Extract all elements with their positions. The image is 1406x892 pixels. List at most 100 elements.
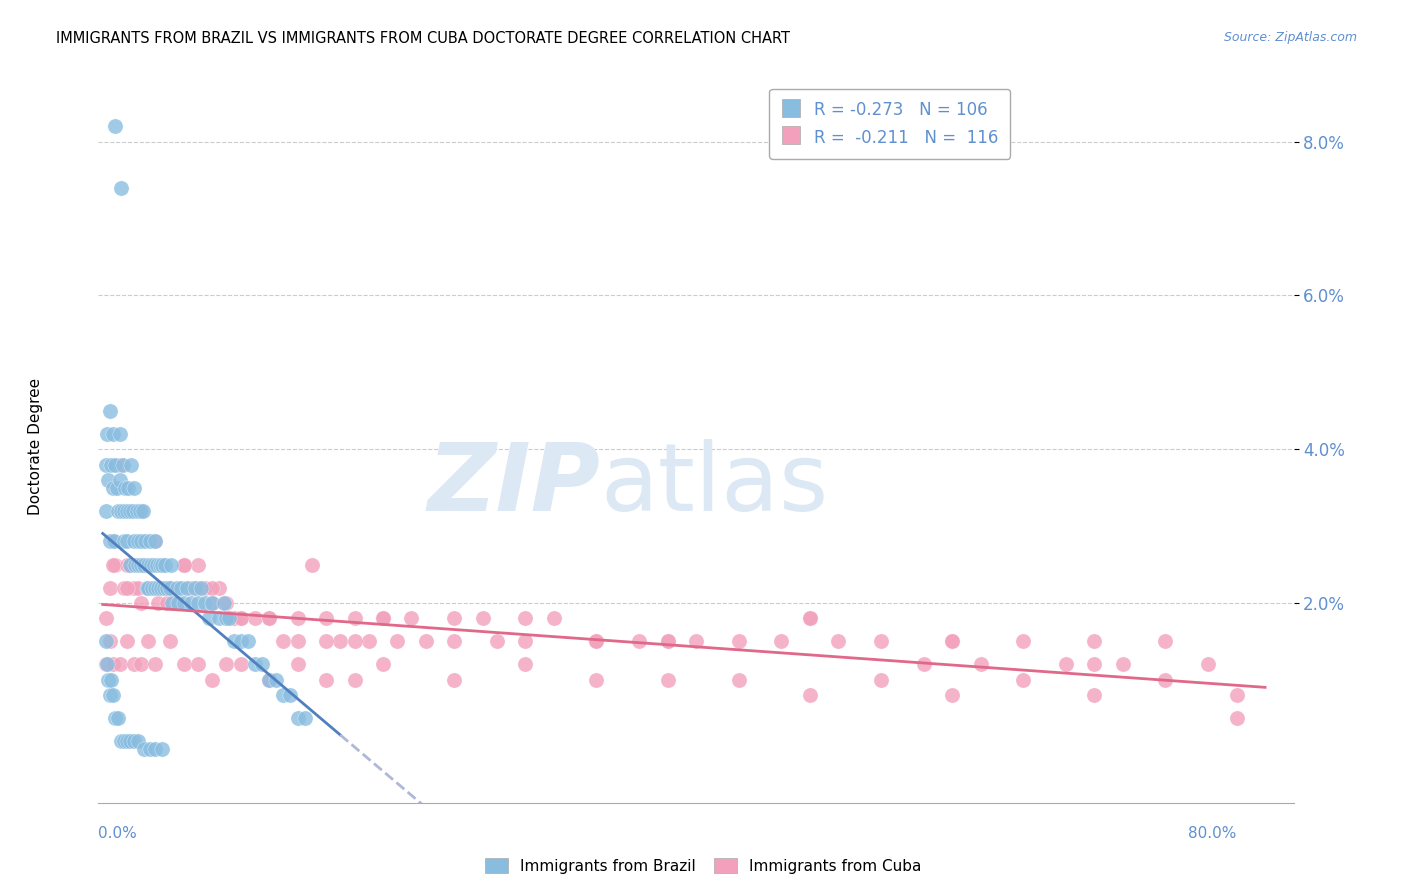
Point	[167, 596, 190, 610]
Point	[118, 558, 141, 572]
Point	[222, 634, 245, 648]
Point	[250, 657, 273, 672]
Point	[173, 558, 195, 572]
Point	[129, 596, 152, 610]
Point	[124, 558, 146, 572]
Point	[94, 611, 117, 625]
Point	[149, 558, 172, 572]
Point	[129, 558, 152, 572]
Point	[143, 534, 166, 549]
Point	[1154, 673, 1177, 687]
Point	[194, 596, 217, 610]
Point	[101, 657, 124, 672]
Point	[870, 634, 893, 648]
Point	[941, 634, 963, 648]
Point	[208, 611, 231, 625]
Point	[287, 657, 309, 672]
Point	[170, 581, 193, 595]
Point	[94, 458, 117, 472]
Text: ZIP: ZIP	[427, 439, 600, 531]
Point	[1226, 688, 1249, 702]
Point	[143, 534, 166, 549]
Point	[153, 581, 176, 595]
Point	[770, 634, 793, 648]
Point	[94, 657, 117, 672]
Point	[166, 581, 188, 595]
Point	[657, 673, 679, 687]
Point	[98, 534, 121, 549]
Point	[543, 611, 565, 625]
Point	[385, 634, 409, 648]
Point	[315, 634, 337, 648]
Point	[118, 504, 141, 518]
Point	[108, 426, 131, 441]
Point	[132, 742, 155, 756]
Point	[129, 534, 152, 549]
Point	[585, 634, 607, 648]
Text: Source: ZipAtlas.com: Source: ZipAtlas.com	[1223, 31, 1357, 45]
Point	[152, 581, 174, 595]
Point	[287, 611, 309, 625]
Point	[1083, 657, 1105, 672]
Point	[301, 558, 323, 572]
Point	[280, 688, 302, 702]
Point	[120, 458, 142, 472]
Point	[108, 657, 131, 672]
Point	[243, 657, 266, 672]
Point	[112, 734, 135, 748]
Point	[1012, 634, 1035, 648]
Point	[343, 634, 366, 648]
Point	[229, 634, 252, 648]
Text: Doctorate Degree: Doctorate Degree	[28, 377, 42, 515]
Point	[110, 504, 132, 518]
Point	[222, 611, 245, 625]
Point	[187, 657, 209, 672]
Point	[131, 504, 153, 518]
Point	[515, 634, 537, 648]
Point	[273, 634, 295, 648]
Point	[159, 581, 181, 595]
Point	[152, 558, 174, 572]
Point	[264, 673, 287, 687]
Point	[1083, 634, 1105, 648]
Text: 80.0%: 80.0%	[1188, 826, 1237, 841]
Point	[443, 611, 465, 625]
Point	[112, 504, 135, 518]
Point	[201, 581, 224, 595]
Point	[108, 458, 131, 472]
Point	[141, 558, 163, 572]
Point	[215, 657, 238, 672]
Point	[143, 657, 166, 672]
Point	[111, 458, 134, 472]
Point	[329, 634, 352, 648]
Point	[101, 558, 124, 572]
Point	[194, 581, 217, 595]
Point	[198, 611, 221, 625]
Point	[294, 711, 316, 725]
Point	[799, 688, 821, 702]
Point	[148, 581, 170, 595]
Point	[1112, 657, 1135, 672]
Point	[257, 611, 280, 625]
Point	[94, 634, 117, 648]
Point	[127, 734, 149, 748]
Point	[585, 634, 607, 648]
Point	[173, 657, 195, 672]
Point	[799, 611, 821, 625]
Point	[187, 581, 209, 595]
Point	[101, 534, 124, 549]
Point	[148, 596, 170, 610]
Point	[485, 634, 508, 648]
Point	[138, 742, 160, 756]
Point	[127, 581, 149, 595]
Legend: Immigrants from Brazil, Immigrants from Cuba: Immigrants from Brazil, Immigrants from …	[478, 852, 928, 880]
Text: 0.0%: 0.0%	[98, 826, 138, 841]
Point	[98, 404, 121, 418]
Point	[104, 711, 127, 725]
Point	[727, 634, 749, 648]
Point	[443, 634, 465, 648]
Point	[208, 581, 231, 595]
Point	[136, 581, 159, 595]
Point	[104, 558, 127, 572]
Point	[101, 688, 124, 702]
